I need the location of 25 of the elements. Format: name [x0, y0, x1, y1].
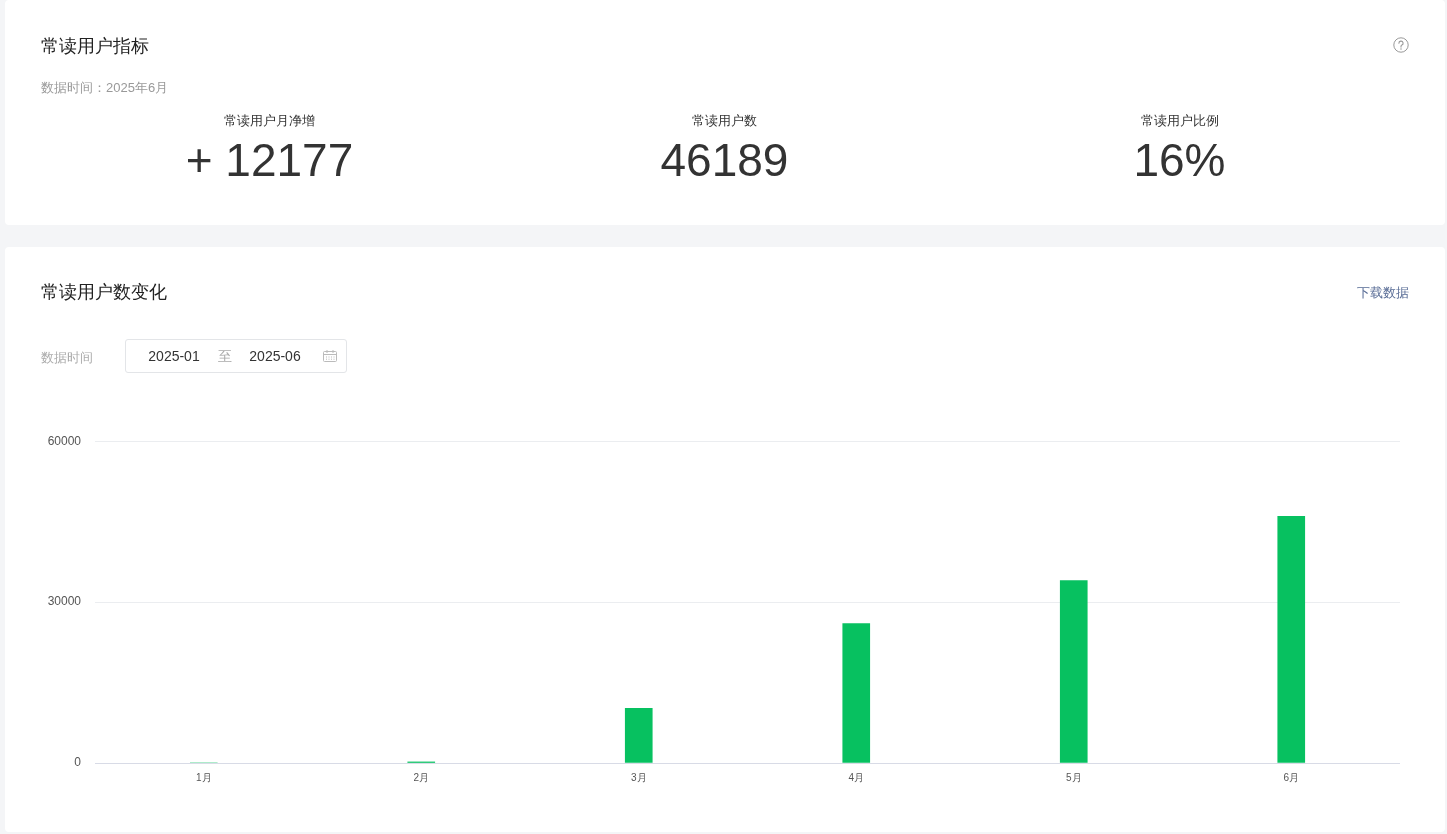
- text: 数据时间: [41, 350, 93, 365]
- chart-title: 常读用户数变化: [41, 282, 167, 302]
- bar: [624, 707, 653, 763]
- date-range-field: 2025-01 至 2025-06: [125, 339, 347, 373]
- x-tick-label: 3月: [630, 771, 647, 783]
- x-tick-label: 4月: [848, 771, 865, 783]
- y-tick-label: 60000: [47, 433, 82, 448]
- text: 16%: [1133, 133, 1226, 187]
- text: 常读用户比例: [1140, 112, 1219, 130]
- text: + 12177: [185, 133, 354, 187]
- x-tick-label: 1月: [195, 771, 212, 783]
- text: 46189: [660, 133, 789, 187]
- bar: [1277, 515, 1306, 763]
- text: 常读用户月净增: [224, 112, 315, 130]
- x-tick-label: 5月: [1065, 771, 1082, 783]
- bar: [842, 623, 871, 763]
- y-tick-label: 30000: [47, 594, 82, 609]
- text: 常读用户数: [692, 112, 757, 130]
- text: 数据时间：2025年6月: [41, 80, 169, 95]
- x-tick-label: 6月: [1283, 771, 1300, 783]
- y-tick-label: 0: [74, 755, 82, 770]
- x-tick-label: 2月: [413, 771, 430, 783]
- text: 下载数据: [1357, 285, 1409, 300]
- text: 常读用户指标: [41, 36, 149, 56]
- bar: [1059, 580, 1088, 763]
